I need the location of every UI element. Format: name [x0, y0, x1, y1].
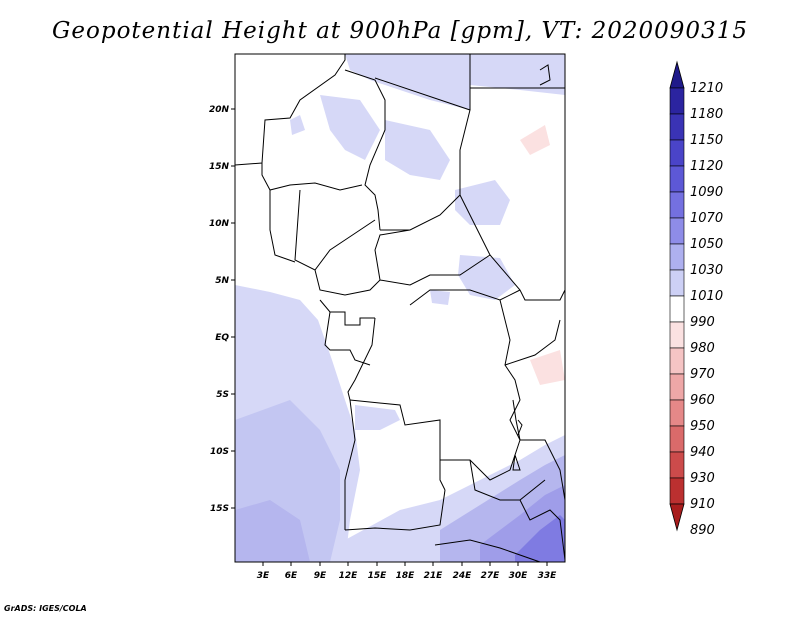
lon-tick-label: 21E	[424, 571, 444, 581]
grads-credit: GrADS: IGES/COLA	[4, 604, 87, 613]
lon-tick-label: 33E	[538, 571, 558, 581]
colorbar-level-label: 1180	[690, 107, 723, 122]
colorbar-level-label: 1120	[690, 159, 723, 174]
lat-tick-label: 20N	[209, 105, 230, 115]
lon-tick-label: 3E	[257, 571, 270, 581]
colorbar-level-label: 940	[690, 445, 715, 460]
lon-axis: 3E 6E 9E 12E 15E 18E 21E 24E 27E 30E 33E	[257, 562, 557, 581]
colorbar-level-label: 1030	[690, 263, 723, 278]
lat-tick-label: 15S	[210, 504, 229, 514]
colorbar-swatch	[669, 295, 685, 323]
colorbar-swatch	[669, 217, 685, 245]
country-borders	[234, 54, 566, 563]
colorbar-swatch	[669, 87, 685, 115]
colorbar-swatch	[669, 321, 685, 349]
lon-tick-label: 30E	[509, 571, 529, 581]
colorbar-level-label: 1150	[690, 133, 723, 148]
colorbar-swatch	[669, 269, 685, 297]
lat-tick-label: 5N	[215, 276, 229, 286]
colorbar-swatch	[669, 191, 685, 219]
colorbar-swatch	[669, 477, 685, 505]
colorbar: 1210 1180 1150 1120 1090 1070 1050 1030 1010 990 9…	[669, 60, 723, 538]
colorbar-swatch	[669, 347, 685, 375]
map-frame	[234, 53, 566, 563]
colorbar-swatch	[669, 243, 685, 271]
lon-tick-label: 24E	[453, 571, 473, 581]
lon-tick-label: 18E	[396, 571, 416, 581]
colorbar-swatch	[669, 165, 685, 193]
lat-tick-label: 10N	[209, 219, 230, 229]
lon-tick-label: 6E	[285, 571, 298, 581]
colorbar-level-label: 910	[690, 497, 715, 512]
colorbar-swatch	[669, 373, 685, 401]
colorbar-level-label: 1050	[690, 237, 723, 252]
map-title: Geopotential Height at 900hPa [gpm], VT:…	[52, 18, 748, 44]
lon-tick-label: 9E	[314, 571, 327, 581]
lat-tick-label: EQ	[215, 333, 229, 343]
colorbar-level-label: 950	[690, 419, 715, 434]
colorbar-bottom-arrow	[669, 503, 685, 532]
colorbar-level-label: 1070	[690, 211, 723, 226]
colorbar-swatch	[669, 425, 685, 453]
colorbar-level-label: 970	[690, 367, 715, 382]
colorbar-swatch	[669, 451, 685, 479]
colorbar-level-label: 1090	[690, 185, 723, 200]
colorbar-level-label: 980	[690, 341, 715, 356]
colorbar-swatch	[669, 399, 685, 427]
lon-tick-label: 15E	[368, 571, 388, 581]
colorbar-level-label: 990	[690, 315, 715, 330]
colorbar-top-arrow	[669, 60, 685, 89]
lat-axis: 20N 15N 10N 5N EQ 5S 10S 15S	[209, 105, 235, 514]
colorbar-swatch	[669, 139, 685, 167]
colorbar-level-label: 890	[690, 523, 715, 538]
colorbar-swatch	[669, 113, 685, 141]
colorbar-level-label: 1010	[690, 289, 723, 304]
colorbar-level-label: 930	[690, 471, 715, 486]
lat-tick-label: 5S	[216, 390, 229, 400]
colorbar-level-label: 960	[690, 393, 715, 408]
lat-tick-label: 15N	[209, 162, 230, 172]
lon-tick-label: 27E	[481, 571, 501, 581]
lat-tick-label: 10S	[210, 447, 229, 457]
lon-tick-label: 12E	[339, 571, 359, 581]
colorbar-level-label: 1210	[690, 81, 723, 96]
map-panel	[234, 53, 566, 563]
